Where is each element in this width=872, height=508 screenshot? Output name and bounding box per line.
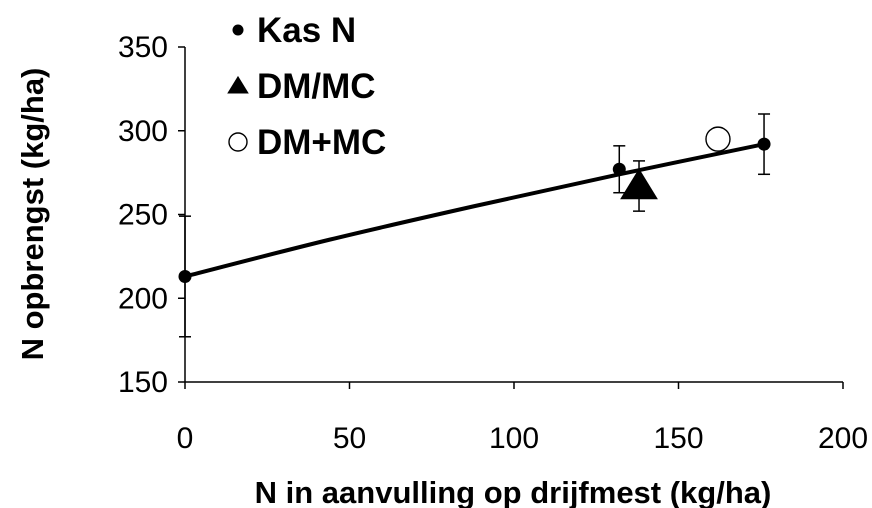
x-tick-label: 50 [333, 422, 366, 455]
tick-labels: 150 200 250 300 350 0 50 100 150 200 [118, 31, 868, 455]
x-tick-label: 200 [818, 422, 868, 455]
legend-item: Kas N [232, 11, 356, 50]
legend-label: Kas N [257, 11, 356, 50]
data-point [612, 162, 626, 176]
legend-label: DM/MC [257, 67, 376, 106]
y-tick-label: 200 [118, 282, 168, 315]
legend-marker [228, 132, 248, 152]
data-point [757, 137, 771, 151]
y-axis-title: N opbrengst (kg/ha) [15, 68, 50, 361]
data-point [178, 269, 192, 283]
legend: Kas N DM/MC DM+MC [227, 11, 386, 162]
y-tick-label: 350 [118, 31, 168, 64]
data-point [620, 168, 658, 200]
legend-marker [227, 75, 249, 94]
data-marks [178, 113, 771, 338]
data-point [705, 126, 731, 152]
legend-marker [232, 24, 244, 36]
legend-item: DM/MC [227, 67, 376, 106]
fit-curve-layer [184, 142, 765, 279]
x-tick-label: 0 [177, 422, 194, 455]
x-tick-label: 100 [489, 422, 539, 455]
x-axis-title: N in aanvulling op drijfmest (kg/ha) [255, 475, 772, 508]
legend-label: DM+MC [257, 123, 386, 162]
fit-curve [184, 142, 765, 279]
y-tick-label: 150 [118, 366, 168, 399]
x-tick-label: 150 [653, 422, 703, 455]
legend-item: DM+MC [228, 123, 386, 162]
y-tick-label: 300 [118, 115, 168, 148]
y-tick-label: 250 [118, 199, 168, 232]
